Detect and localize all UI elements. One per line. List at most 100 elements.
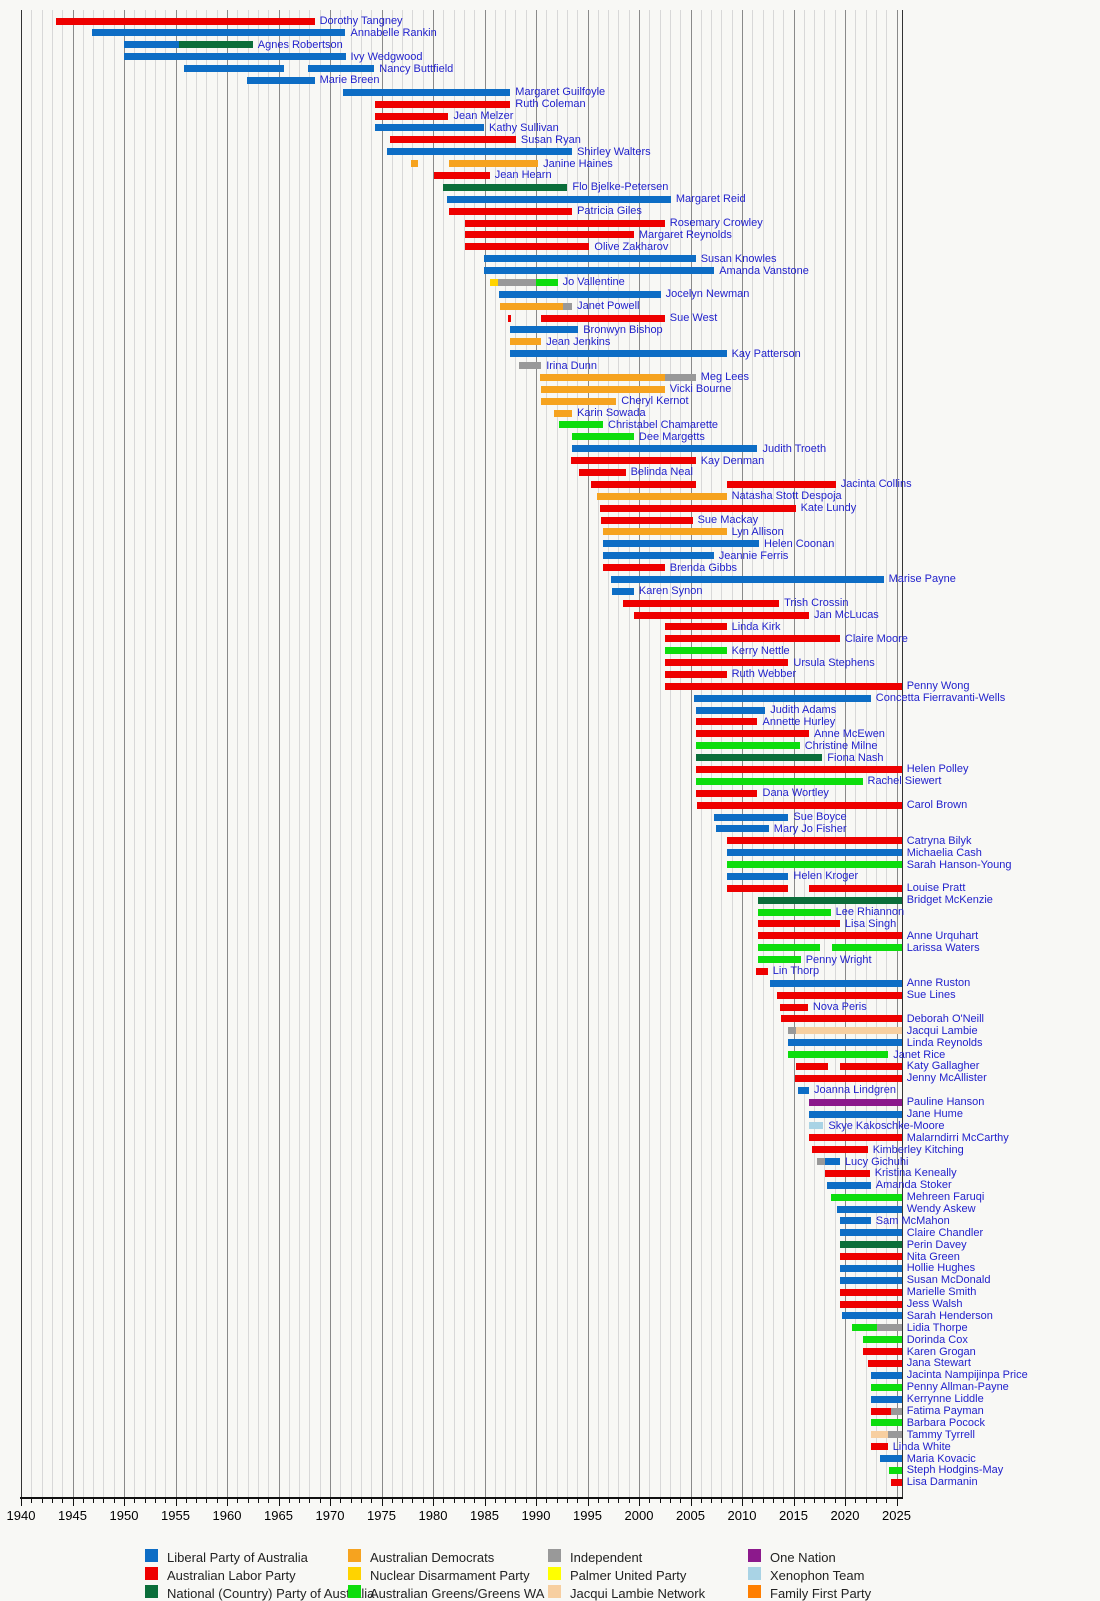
- senator-label[interactable]: Mary Jo Fisher: [773, 822, 847, 835]
- senator-label[interactable]: Jane Hume: [906, 1108, 963, 1120]
- senator-label[interactable]: Dorothy Tangney: [319, 15, 403, 27]
- senator-label[interactable]: Anne McEwen: [814, 727, 885, 740]
- senator-label[interactable]: Rachel Siewert: [867, 775, 942, 788]
- senator-label[interactable]: Marielle Smith: [906, 1286, 977, 1299]
- senator-label[interactable]: Jo Vallentine: [562, 276, 625, 289]
- senator-label[interactable]: Penny Wright: [805, 953, 872, 966]
- senator-label[interactable]: Karin Sowada: [577, 407, 646, 419]
- senator-label[interactable]: Ivy Wedgwood: [350, 50, 423, 63]
- senator-label[interactable]: Lucy Gichuhi: [844, 1155, 909, 1168]
- senator-label[interactable]: Claire Chandler: [906, 1226, 984, 1239]
- senator-label[interactable]: Lee Rhiannon: [835, 906, 905, 918]
- senator-label[interactable]: Nita Green: [906, 1250, 960, 1263]
- senator-label[interactable]: Claire Moore: [844, 632, 908, 645]
- senator-label[interactable]: Susan Ryan: [520, 133, 581, 146]
- senator-label[interactable]: Pauline Hanson: [906, 1096, 985, 1109]
- senator-label[interactable]: Concetta Fierravanti-Wells: [875, 692, 1006, 705]
- senator-label[interactable]: Linda White: [892, 1440, 951, 1453]
- senator-label[interactable]: Kerry Nettle: [731, 644, 790, 657]
- senator-label[interactable]: Helen Coonan: [764, 537, 835, 550]
- senator-label[interactable]: Kay Denman: [700, 454, 765, 467]
- senator-label[interactable]: Amanda Vanstone: [719, 264, 809, 277]
- senator-label[interactable]: Helen Kroger: [793, 870, 859, 883]
- senator-label[interactable]: Nancy Buttfield: [379, 62, 454, 75]
- senator-label[interactable]: Perin Davey: [906, 1238, 967, 1251]
- senator-label[interactable]: Bronwyn Bishop: [583, 323, 663, 336]
- senator-label[interactable]: Margaret Reynolds: [638, 228, 732, 241]
- senator-label[interactable]: Linda Reynolds: [906, 1036, 983, 1049]
- senator-label[interactable]: Agnes Robertson: [257, 38, 343, 51]
- senator-label[interactable]: Kate Lundy: [800, 502, 857, 515]
- senator-label[interactable]: Penny Allman-Payne: [906, 1381, 1009, 1394]
- senator-label[interactable]: Kathy Sullivan: [489, 121, 559, 134]
- senator-label[interactable]: Penny Wong: [906, 680, 970, 693]
- senator-label[interactable]: Steph Hodgins-May: [906, 1464, 1004, 1477]
- senator-label[interactable]: Jacqui Lambie: [906, 1024, 978, 1037]
- senator-label[interactable]: Jean Melzer: [453, 110, 514, 122]
- senator-label[interactable]: Carol Brown: [906, 799, 968, 812]
- senator-label[interactable]: Flo Bjelke-Petersen: [572, 181, 669, 194]
- senator-label[interactable]: Kristina Keneally: [874, 1167, 957, 1180]
- senator-label[interactable]: Jess Walsh: [906, 1298, 963, 1310]
- senator-label[interactable]: Bridget McKenzie: [906, 894, 993, 907]
- senator-label[interactable]: Mehreen Faruqi: [906, 1191, 985, 1204]
- senator-label[interactable]: Jana Stewart: [906, 1357, 971, 1370]
- senator-label[interactable]: Irina Dunn: [546, 359, 597, 372]
- senator-label[interactable]: Judith Troeth: [762, 442, 827, 455]
- senator-label[interactable]: Natasha Stott Despoja: [731, 490, 842, 503]
- senator-label[interactable]: Lisa Singh: [844, 917, 897, 930]
- senator-label[interactable]: Dana Wortley: [762, 787, 829, 800]
- senator-label[interactable]: Margaret Guilfoyle: [515, 86, 606, 99]
- senator-label[interactable]: Maria Kovacic: [906, 1452, 976, 1465]
- senator-label[interactable]: Linda Kirk: [731, 620, 781, 633]
- senator-label[interactable]: Janet Powell: [577, 300, 640, 313]
- senator-label[interactable]: Kerrynne Liddle: [906, 1393, 984, 1406]
- senator-label[interactable]: Margaret Reid: [675, 193, 746, 206]
- senator-label[interactable]: Malarndirri McCarthy: [906, 1131, 1009, 1144]
- senator-label[interactable]: Michaelia Cash: [906, 846, 982, 859]
- senator-label[interactable]: Hollie Hughes: [906, 1262, 976, 1275]
- senator-label[interactable]: Belinda Neal: [630, 466, 693, 479]
- senator-label[interactable]: Brenda Gibbs: [669, 561, 738, 574]
- senator-label[interactable]: Ruth Webber: [731, 668, 797, 681]
- senator-label[interactable]: Sue Lines: [906, 989, 956, 1002]
- senator-label[interactable]: Wendy Askew: [906, 1203, 976, 1215]
- senator-label[interactable]: Olive Zakharov: [594, 240, 669, 253]
- senator-label[interactable]: Nova Peris: [812, 1001, 867, 1013]
- senator-label[interactable]: Ruth Coleman: [515, 98, 586, 111]
- senator-label[interactable]: Vicki Bourne: [669, 383, 732, 396]
- senator-label[interactable]: Rosemary Crowley: [669, 217, 763, 229]
- senator-label[interactable]: Jenny McAllister: [906, 1072, 987, 1085]
- senator-label[interactable]: Susan McDonald: [906, 1274, 991, 1287]
- senator-label[interactable]: Jeannie Ferris: [718, 549, 789, 562]
- senator-label[interactable]: Catryna Bilyk: [906, 834, 972, 847]
- senator-label[interactable]: Dee Margetts: [638, 430, 705, 443]
- senator-label[interactable]: Annette Hurley: [762, 715, 836, 728]
- senator-label[interactable]: Marise Payne: [888, 573, 956, 586]
- senator-label[interactable]: Sue West: [669, 312, 718, 324]
- senator-label[interactable]: Sarah Hanson-Young: [906, 858, 1012, 871]
- senator-label[interactable]: Annabelle Rankin: [350, 26, 437, 39]
- senator-label[interactable]: Lisa Darmanin: [906, 1476, 978, 1489]
- senator-label[interactable]: Marie Breen: [319, 74, 380, 87]
- senator-label[interactable]: Lidia Thorpe: [906, 1321, 968, 1334]
- senator-label[interactable]: Sue Mackay: [697, 514, 759, 526]
- senator-label[interactable]: Christine Milne: [804, 739, 878, 752]
- senator-label[interactable]: Christabel Chamarette: [608, 418, 719, 431]
- senator-label[interactable]: Cheryl Kernot: [621, 395, 689, 408]
- senator-label[interactable]: Helen Polley: [906, 763, 969, 776]
- senator-label[interactable]: Judith Adams: [770, 704, 837, 716]
- senator-label[interactable]: Amanda Stoker: [875, 1179, 952, 1192]
- senator-label[interactable]: Sarah Henderson: [906, 1309, 993, 1322]
- senator-label[interactable]: Anne Ruston: [906, 977, 971, 990]
- senator-label[interactable]: Patricia Giles: [577, 205, 642, 218]
- senator-label[interactable]: Janine Haines: [543, 157, 613, 170]
- senator-label[interactable]: Meg Lees: [700, 371, 749, 384]
- senator-label[interactable]: Larissa Waters: [906, 941, 980, 954]
- senator-label[interactable]: Shirley Walters: [577, 145, 651, 158]
- senator-label[interactable]: Jacinta Collins: [840, 478, 912, 491]
- senator-label[interactable]: Jean Jenkins: [546, 335, 611, 348]
- senator-label[interactable]: Dorinda Cox: [906, 1333, 968, 1346]
- senator-label[interactable]: Karen Synon: [638, 585, 703, 598]
- senator-label[interactable]: Lyn Allison: [731, 525, 784, 538]
